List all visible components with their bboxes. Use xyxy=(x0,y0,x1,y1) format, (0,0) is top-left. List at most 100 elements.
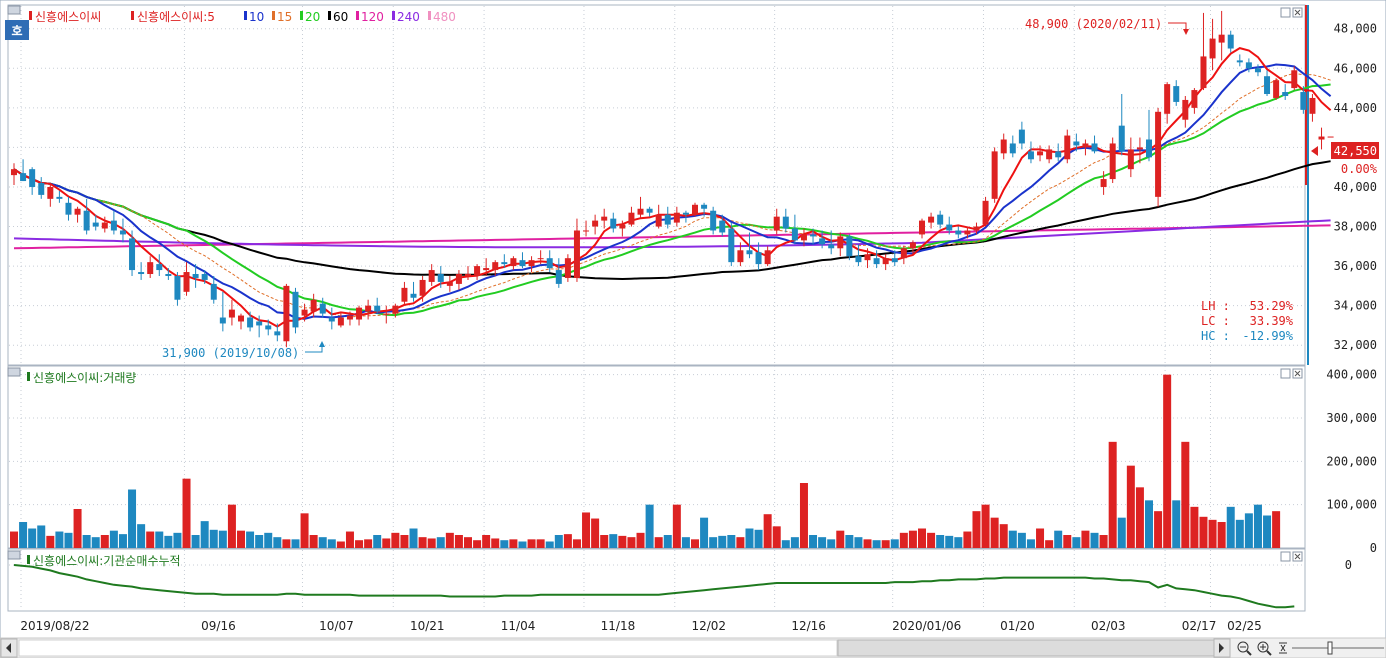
volume-bar xyxy=(1126,465,1135,548)
maximize-icon[interactable] xyxy=(1280,368,1291,379)
candle-body xyxy=(328,317,335,322)
panel-menu-icon[interactable] xyxy=(7,550,21,560)
panel-menu-icon[interactable] xyxy=(7,5,21,15)
volume-axis: 400,000 300,000 200,000 100,000 0 xyxy=(1326,368,1377,555)
volume-bar xyxy=(155,531,164,548)
volume-bar xyxy=(1226,506,1235,548)
candle-body xyxy=(1000,139,1007,154)
candle-body xyxy=(265,325,272,330)
candle-body xyxy=(29,169,36,187)
maximize-icon[interactable] xyxy=(1280,7,1291,18)
fit-button[interactable] xyxy=(1279,642,1287,654)
candle-body xyxy=(782,216,789,229)
volume-panel-controls[interactable] xyxy=(1280,368,1303,379)
volume-bar xyxy=(91,537,100,548)
volume-bar xyxy=(763,514,772,548)
price-tick-label: 32,000 xyxy=(1334,338,1377,352)
price-tick-label: 38,000 xyxy=(1334,220,1377,234)
volume-bar xyxy=(890,539,899,548)
candle-body xyxy=(1027,151,1034,160)
volume-bar xyxy=(309,535,318,548)
fit-icon xyxy=(1279,642,1287,654)
price-tick-label: 48,000 xyxy=(1334,22,1377,36)
candle-body xyxy=(1037,151,1044,156)
candle-body xyxy=(837,236,844,249)
candle-body xyxy=(564,258,571,278)
volume-bar xyxy=(336,541,345,548)
candle-body xyxy=(219,317,226,324)
candle-body xyxy=(1200,56,1207,89)
volume-bar xyxy=(400,535,409,548)
hoga-button[interactable] xyxy=(5,20,29,40)
volume-bar xyxy=(509,539,518,548)
volume-bar xyxy=(772,526,781,548)
legend-ma-20: 20 xyxy=(305,10,320,24)
candle-body xyxy=(1309,97,1316,114)
date-tick-label: 12/02 xyxy=(691,619,726,633)
candle-body xyxy=(928,216,935,223)
price-panel-controls[interactable] xyxy=(1280,7,1303,18)
candle-body xyxy=(537,258,544,260)
volume-bar xyxy=(1099,535,1108,548)
maximize-icon[interactable] xyxy=(1280,551,1291,562)
candle-body xyxy=(83,210,90,231)
zoom-out-button[interactable] xyxy=(1237,641,1252,656)
candle-body xyxy=(846,236,853,257)
legend-marker-icon xyxy=(27,555,30,564)
candle-body xyxy=(746,250,753,255)
volume-bar xyxy=(718,535,727,548)
candle-body xyxy=(737,250,744,263)
volume-bar xyxy=(927,532,936,548)
zoom-in-button[interactable] xyxy=(1257,641,1272,656)
volume-bar xyxy=(672,504,681,548)
volume-bar xyxy=(28,528,37,548)
candle-body xyxy=(882,258,889,265)
scroll-thumb[interactable] xyxy=(837,639,1215,657)
volume-bar xyxy=(1108,441,1117,548)
candle-body xyxy=(1100,179,1107,187)
panel-menu-icon[interactable] xyxy=(7,367,21,377)
stat-value: -12.99% xyxy=(1242,329,1293,343)
candle-body xyxy=(101,222,108,229)
candle-body xyxy=(946,224,953,231)
volume-bar xyxy=(572,539,581,548)
date-tick-label: 02/17 xyxy=(1182,619,1217,633)
candle-body xyxy=(519,260,526,267)
inst-panel xyxy=(7,548,1306,612)
candle-body xyxy=(1182,99,1189,120)
institution-line xyxy=(13,564,1295,609)
volume-bar xyxy=(237,530,245,548)
legend-marker-icon xyxy=(272,11,275,20)
candle-body xyxy=(165,274,172,276)
ma60-line xyxy=(13,160,1331,281)
volume-bar xyxy=(1172,500,1181,548)
last-price-pointer-icon xyxy=(1311,146,1318,156)
candle-body xyxy=(728,228,735,263)
legend-marker-icon xyxy=(131,11,134,20)
legend-ma-name: 신흥에스이씨:5 xyxy=(137,10,215,24)
volume-bar xyxy=(355,540,364,548)
volume-bar xyxy=(591,518,600,548)
candle-body xyxy=(673,212,680,223)
volume-bar xyxy=(1154,511,1163,548)
volume-bar xyxy=(872,540,881,548)
candle-body xyxy=(637,208,644,215)
candle-body xyxy=(1146,139,1152,158)
candle-body xyxy=(1082,143,1089,148)
volume-bar xyxy=(464,537,472,548)
legend-marker-icon xyxy=(328,11,331,20)
scroll-track[interactable] xyxy=(18,639,838,657)
candle-body xyxy=(1227,34,1234,49)
date-tick-label: 12/16 xyxy=(791,619,826,633)
volume-bars xyxy=(10,374,1281,548)
volume-bar xyxy=(645,504,654,548)
candle-body xyxy=(501,262,508,265)
inst-panel-controls[interactable] xyxy=(1280,551,1303,562)
candle-body xyxy=(1282,92,1289,96)
candle-body xyxy=(873,258,880,265)
horizontal-scrollbar[interactable] xyxy=(0,637,1386,658)
volume-bar xyxy=(246,531,255,548)
zoom-slider-handle[interactable] xyxy=(1327,641,1333,655)
volume-bar xyxy=(827,539,836,548)
volume-bar xyxy=(954,537,963,548)
